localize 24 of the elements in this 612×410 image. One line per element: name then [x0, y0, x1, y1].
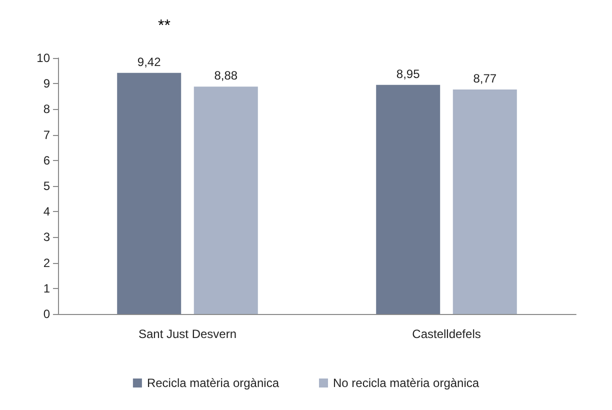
data-label: 8,77	[473, 71, 497, 86]
y-tick-label: 8	[43, 102, 50, 116]
y-tick-label: 10	[36, 51, 50, 65]
text: **	[158, 18, 170, 34]
bar	[452, 89, 517, 314]
y-tick-label: 5	[43, 179, 50, 193]
y-tick-label: 0	[43, 307, 50, 321]
x-tick-label: Castelldefels	[412, 327, 481, 341]
data-label: 9,42	[137, 54, 162, 69]
y-tick-label: 6	[43, 153, 50, 168]
bar	[194, 86, 258, 314]
data-label: 8,95	[396, 66, 420, 81]
bar	[376, 84, 440, 314]
bar	[117, 72, 182, 314]
y-tick-label: 7	[43, 128, 50, 142]
y-tick-label: 2	[43, 256, 50, 270]
y-tick-label: 9	[43, 76, 50, 91]
x-tick-label: Sant Just Desvern	[138, 327, 237, 341]
legend-label: Recicla matèria orgànica	[146, 376, 280, 390]
legend-label: No recicla matèria orgànica	[333, 376, 480, 390]
data-label: 8,88	[214, 68, 238, 83]
y-tick-label: 3	[43, 230, 50, 244]
y-tick-label: 4	[43, 204, 50, 219]
y-tick-label: 1	[43, 281, 50, 296]
